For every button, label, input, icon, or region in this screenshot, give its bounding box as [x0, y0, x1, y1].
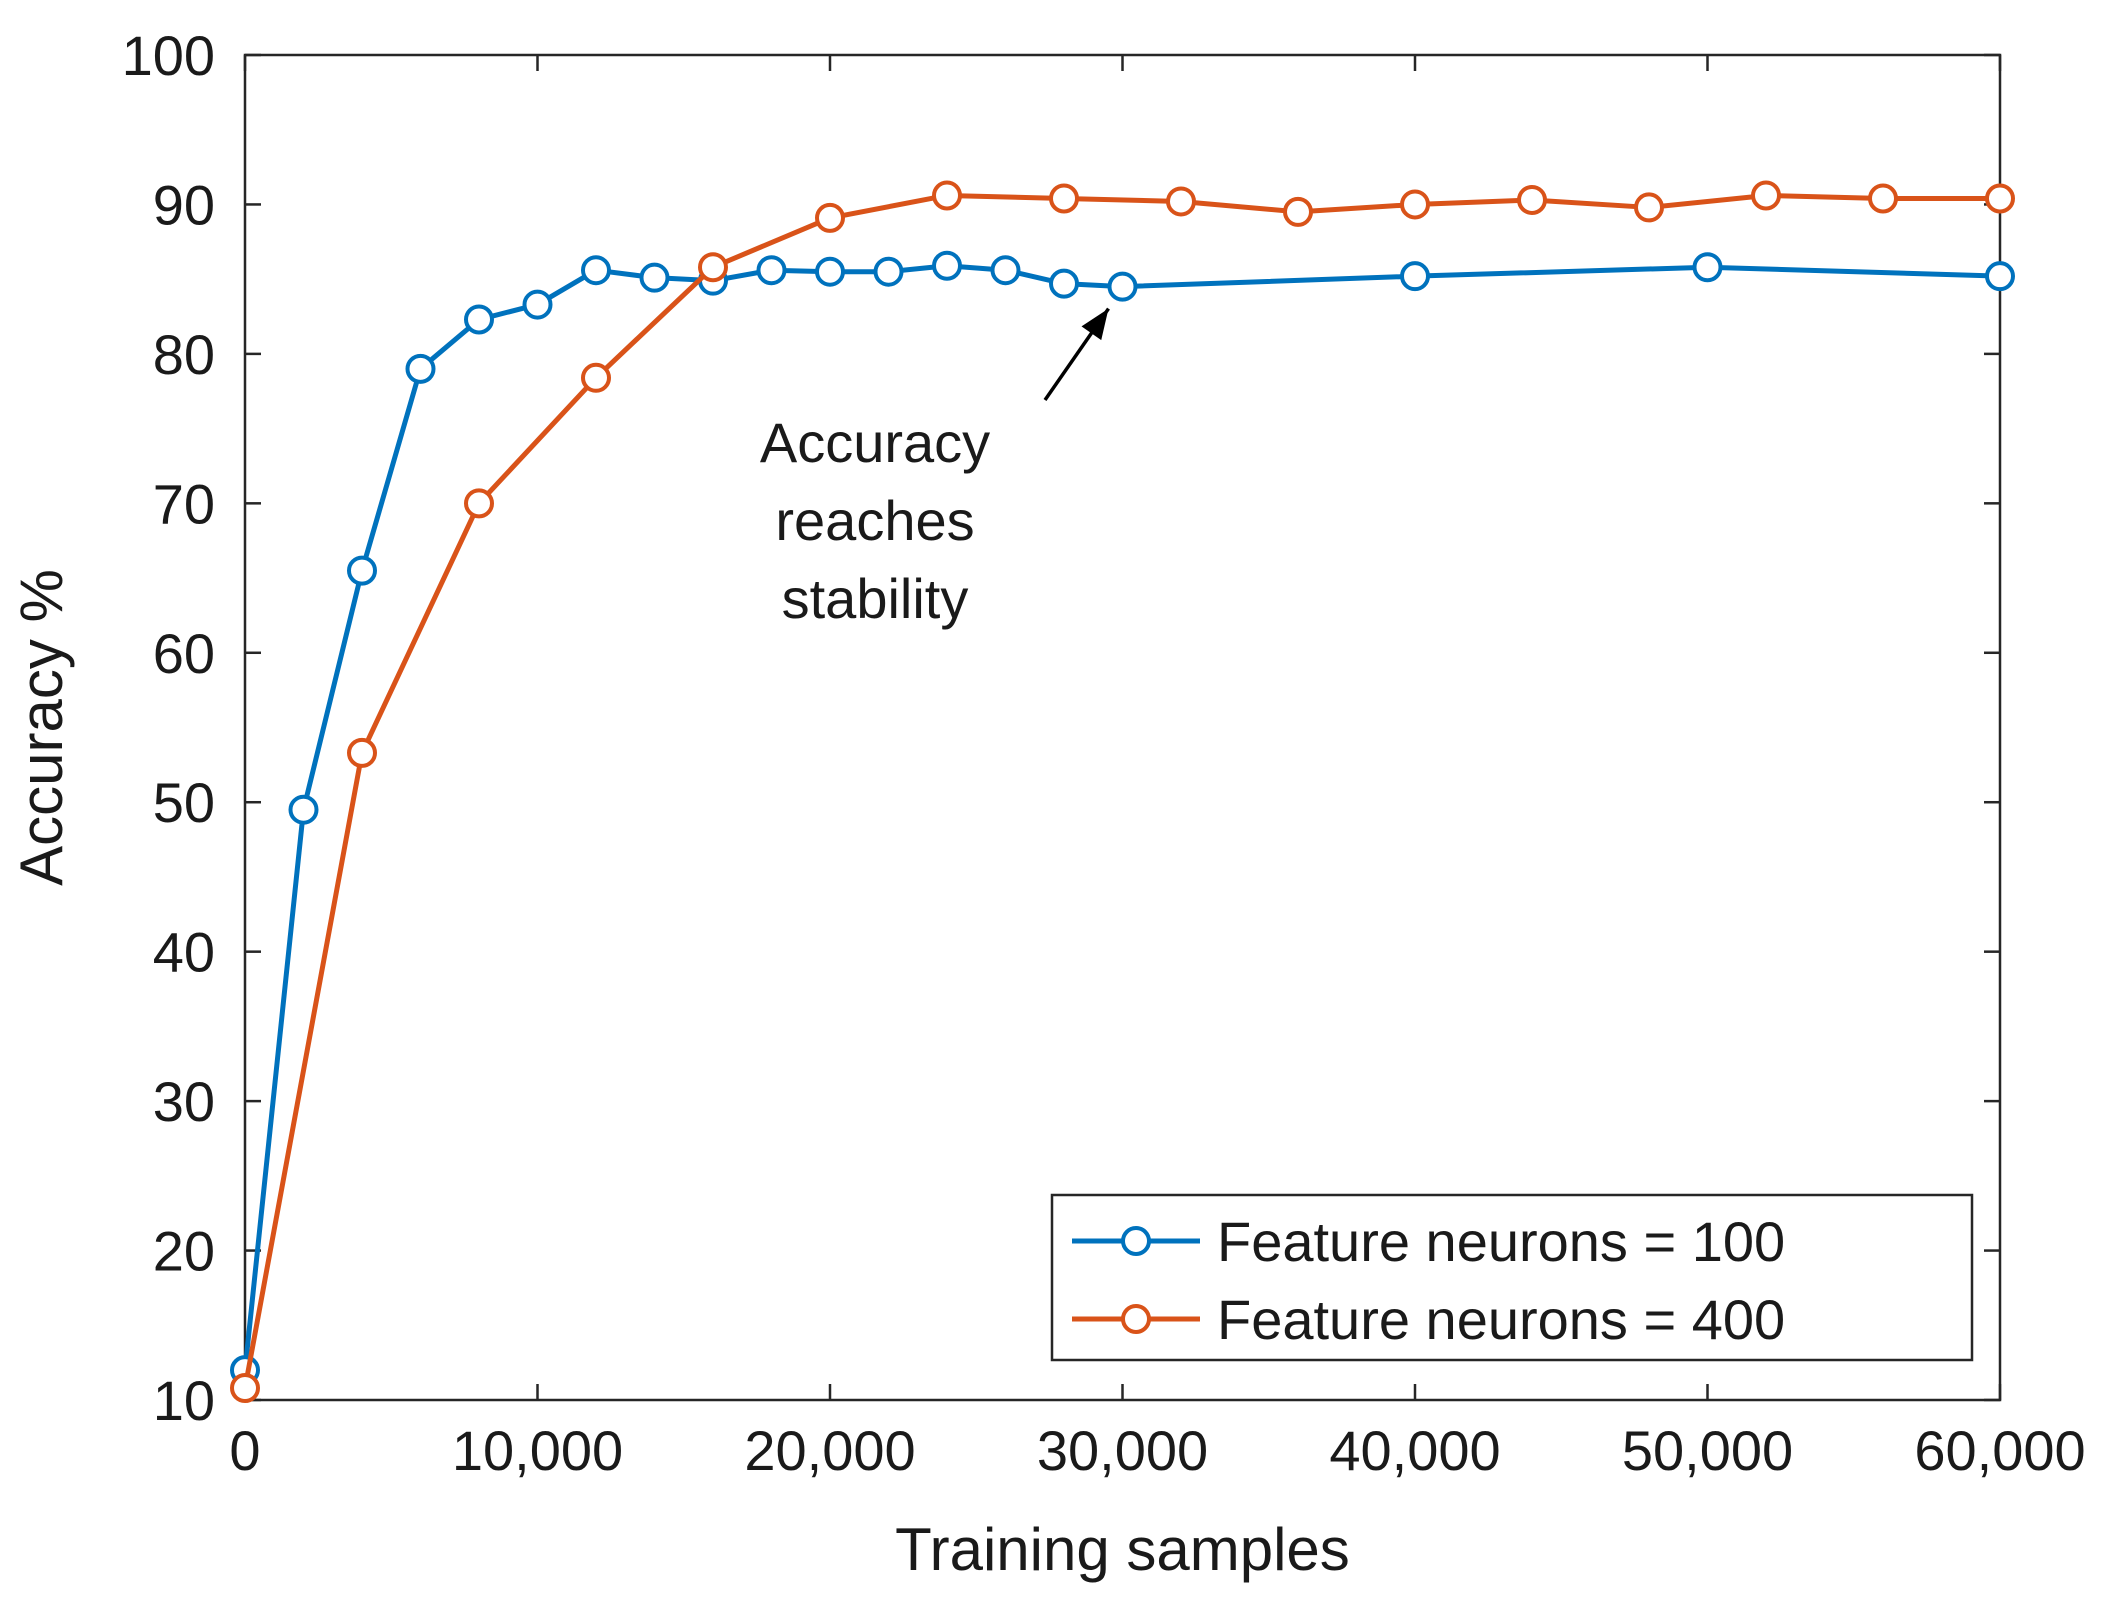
- data-point: [522, 289, 553, 320]
- data-point: [464, 304, 494, 335]
- y-tick-label: 100: [122, 24, 215, 87]
- x-axis-title: Training samples: [895, 1516, 1350, 1583]
- series-1: [230, 180, 2015, 1404]
- data-point: [815, 202, 845, 233]
- data-point: [1107, 271, 1138, 302]
- y-tick-label: 50: [153, 771, 215, 834]
- data-point: [347, 737, 377, 768]
- data-point: [990, 255, 1021, 286]
- data-point: [581, 255, 611, 286]
- y-tick-label: 90: [153, 173, 215, 236]
- legend-item-1: Feature neurons = 400: [1072, 1288, 1785, 1351]
- x-tick-label: 30,000: [1037, 1419, 1208, 1482]
- y-tick-label: 10: [153, 1369, 215, 1432]
- data-point: [1049, 183, 1079, 214]
- legend-box: [1050, 1193, 1974, 1362]
- data-point: [1985, 183, 2015, 214]
- x-tick-label: 50,000: [1622, 1419, 1793, 1482]
- data-point: [815, 256, 845, 287]
- series-line: [242, 192, 2000, 1389]
- legend-marker: [1121, 1304, 1151, 1334]
- data-point: [932, 180, 962, 211]
- x-tick-label: 0: [229, 1419, 260, 1482]
- annotation-arrow-head: [1081, 308, 1109, 341]
- data-point: [1400, 261, 1430, 292]
- y-tick-label: 80: [153, 323, 215, 386]
- annotation-text: reaches: [775, 489, 974, 552]
- data-point: [1985, 261, 2015, 292]
- legend-marker: [1121, 1226, 1151, 1256]
- y-tick-label: 60: [153, 622, 215, 685]
- data-point: [1517, 184, 1547, 215]
- data-point: [1692, 252, 1723, 283]
- annotation: Accuracy reaches stability: [760, 307, 1110, 630]
- y-tick-label: 20: [153, 1220, 215, 1283]
- y-axis-title: Accuracy %: [8, 569, 75, 886]
- data-point: [1751, 180, 1781, 211]
- data-point: [230, 1373, 260, 1404]
- legend-label: Feature neurons = 100: [1217, 1210, 1785, 1273]
- annotation-text: stability: [782, 567, 969, 630]
- data-point: [464, 488, 494, 519]
- data-point: [1400, 189, 1430, 220]
- data-point: [932, 250, 962, 281]
- y-tick-label: 30: [153, 1070, 215, 1133]
- data-point: [1049, 268, 1079, 299]
- data-point: [873, 256, 904, 287]
- y-tick-label: 40: [153, 921, 215, 984]
- x-tick-label: 10,000: [452, 1419, 623, 1482]
- x-tick-label: 40,000: [1329, 1419, 1500, 1482]
- legend: Feature neurons = 100 Feature neurons = 4…: [1050, 1193, 1974, 1362]
- data-point: [639, 262, 670, 293]
- data-point: [1283, 196, 1313, 227]
- series-layer: [230, 180, 2015, 1404]
- annotation-text: Accuracy: [760, 411, 990, 474]
- axes: 0 10,000 20,000 30,000 40,000 50,000 60,000 10 2…: [8, 24, 2086, 1583]
- data-point: [1634, 192, 1664, 223]
- data-point: [405, 353, 436, 384]
- data-point: [288, 794, 319, 825]
- y-tick-label: 70: [153, 472, 215, 535]
- data-point: [1166, 186, 1196, 217]
- legend-item-0: Feature neurons = 100: [1072, 1210, 1785, 1273]
- x-tick-label: 20,000: [744, 1419, 915, 1482]
- data-point: [581, 362, 611, 393]
- data-point: [1868, 183, 1898, 214]
- legend-label: Feature neurons = 400: [1217, 1288, 1785, 1351]
- data-point: [698, 252, 728, 283]
- data-point: [347, 555, 377, 586]
- data-point: [756, 255, 787, 286]
- x-tick-label: 60,000: [1914, 1419, 2085, 1482]
